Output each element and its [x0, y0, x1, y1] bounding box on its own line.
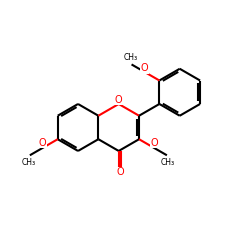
Text: CH₃: CH₃ — [22, 158, 36, 167]
Text: O: O — [39, 138, 46, 148]
Text: O: O — [140, 63, 148, 73]
Text: CH₃: CH₃ — [123, 53, 138, 62]
Text: CH₃: CH₃ — [161, 158, 175, 167]
Text: O: O — [116, 168, 124, 177]
Text: O: O — [115, 94, 122, 104]
Text: O: O — [150, 138, 158, 148]
